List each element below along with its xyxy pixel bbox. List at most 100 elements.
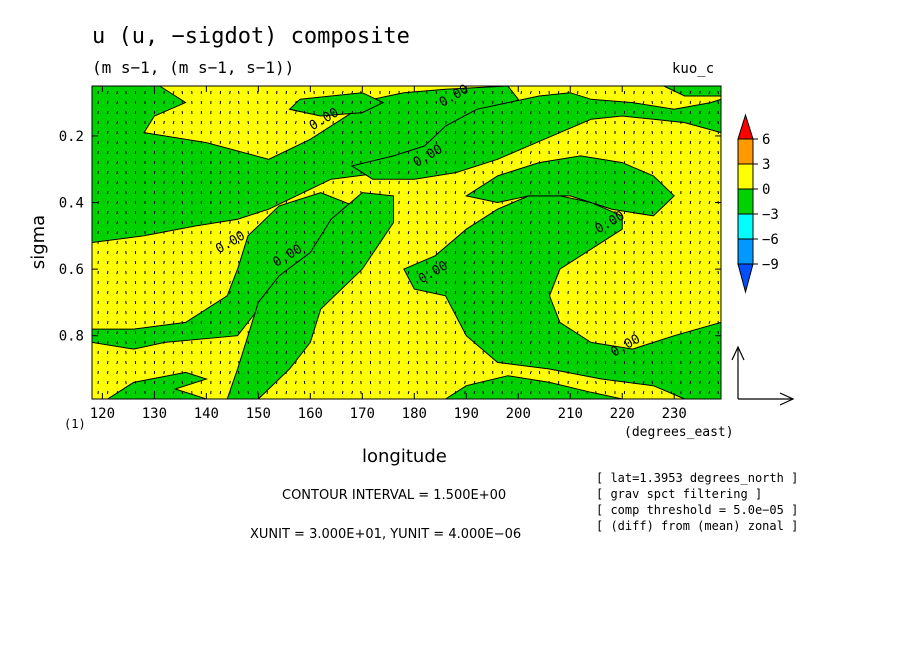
vector-arrow bbox=[106, 240, 109, 245]
vector-arrow bbox=[172, 340, 175, 345]
vector-arrow bbox=[341, 360, 344, 365]
vector-arrow bbox=[699, 140, 701, 145]
vector-arrow bbox=[416, 390, 419, 395]
vector-arrow bbox=[116, 90, 119, 95]
vector-arrow bbox=[106, 120, 109, 125]
x-tick-label: 230 bbox=[662, 406, 687, 422]
vector-arrow bbox=[181, 130, 184, 135]
vector-arrow bbox=[407, 390, 410, 395]
vector-arrow bbox=[341, 100, 344, 105]
vector-arrow bbox=[116, 230, 119, 235]
vector-arrow bbox=[520, 240, 523, 245]
vector-arrow bbox=[464, 110, 466, 115]
vector-arrow bbox=[576, 240, 579, 245]
vector-arrow bbox=[116, 100, 119, 105]
vector-arrow bbox=[416, 320, 419, 325]
vector-arrow bbox=[576, 250, 579, 255]
vector-arrow bbox=[285, 90, 288, 95]
vector-arrow bbox=[416, 100, 419, 105]
vector-arrow bbox=[586, 360, 589, 365]
vector-arrow bbox=[699, 160, 701, 165]
vector-arrow bbox=[642, 140, 645, 145]
vector-arrow bbox=[106, 130, 109, 135]
vector-arrow bbox=[699, 380, 701, 385]
x-tick-label: 160 bbox=[298, 406, 323, 422]
vector-arrow bbox=[341, 230, 344, 235]
vector-arrow bbox=[407, 160, 410, 165]
vector-arrow bbox=[172, 210, 175, 215]
vector-arrow bbox=[416, 300, 419, 305]
vector-arrow bbox=[464, 220, 466, 225]
colorbar-segment bbox=[737, 138, 754, 165]
vector-arrow bbox=[651, 390, 654, 395]
vector-arrow bbox=[407, 330, 410, 335]
vector-arrow bbox=[341, 110, 344, 115]
vector-arrow bbox=[708, 190, 711, 195]
vector-arrow bbox=[576, 180, 579, 185]
vector-arrow bbox=[642, 330, 645, 335]
vector-arrow bbox=[416, 280, 419, 285]
vector-arrow bbox=[576, 340, 579, 345]
vector-arrow bbox=[106, 270, 109, 275]
vector-arrow bbox=[642, 90, 645, 95]
vector-arrow bbox=[520, 120, 523, 125]
vector-arrow bbox=[642, 280, 645, 285]
vector-arrow bbox=[529, 150, 532, 155]
vector-arrow bbox=[473, 380, 476, 385]
vector-arrow bbox=[576, 110, 579, 115]
vector-arrow bbox=[529, 380, 532, 385]
vector-arrow bbox=[576, 380, 579, 385]
vector-arrow bbox=[351, 300, 354, 305]
vector-arrow bbox=[586, 260, 589, 265]
vector-arrow bbox=[464, 320, 466, 325]
vector-arrow bbox=[576, 290, 579, 295]
vector-arrow bbox=[237, 300, 240, 305]
vector-arrow bbox=[237, 190, 240, 195]
vector-arrow bbox=[106, 250, 109, 255]
vector-arrow bbox=[586, 310, 589, 315]
vector-arrow bbox=[464, 90, 466, 95]
vector-arrow bbox=[642, 340, 645, 345]
x-tick-label: 180 bbox=[402, 406, 427, 422]
vector-arrow bbox=[116, 140, 119, 145]
vector-arrow bbox=[642, 320, 645, 325]
vector-arrow bbox=[285, 350, 288, 355]
vector-arrow bbox=[586, 330, 589, 335]
vector-arrow bbox=[285, 360, 288, 365]
vector-arrow bbox=[586, 280, 589, 285]
vector-arrow bbox=[520, 170, 523, 175]
vector-arrow bbox=[341, 300, 344, 305]
vector-arrow bbox=[699, 240, 701, 245]
vector-arrow bbox=[237, 280, 240, 285]
vector-arrow bbox=[708, 110, 711, 115]
vector-arrow bbox=[229, 240, 231, 245]
note-line: [ (diff) from (mean) zonal ] bbox=[596, 519, 799, 533]
vector-arrow bbox=[708, 160, 711, 165]
vector-arrow bbox=[576, 280, 579, 285]
vector-arrow bbox=[407, 220, 410, 225]
vector-arrow bbox=[351, 270, 354, 275]
vector-arrow bbox=[116, 370, 119, 375]
vector-arrow bbox=[586, 250, 589, 255]
vector-arrow bbox=[699, 290, 701, 295]
vector-arrow bbox=[351, 360, 354, 365]
vector-arrow bbox=[699, 190, 701, 195]
vector-arrow bbox=[520, 340, 523, 345]
vector-arrow bbox=[699, 330, 701, 335]
vector-arrow bbox=[106, 310, 109, 315]
vector-arrow bbox=[520, 350, 523, 355]
vector-arrow bbox=[172, 180, 175, 185]
vector-arrow bbox=[586, 140, 589, 145]
vector-arrow bbox=[651, 300, 654, 305]
vector-arrow bbox=[229, 300, 231, 305]
vector-arrow bbox=[351, 290, 354, 295]
vector-arrow bbox=[642, 170, 645, 175]
vector-arrow bbox=[708, 310, 711, 315]
note-line: [ lat=1.3953 degrees_north ] bbox=[596, 471, 799, 485]
vector-arrow bbox=[699, 220, 701, 225]
vector-arrow bbox=[341, 180, 344, 185]
vector-arrow bbox=[341, 240, 344, 245]
vector-arrow bbox=[576, 200, 579, 205]
vector-arrow bbox=[699, 370, 701, 375]
vector-arrow bbox=[351, 210, 354, 215]
